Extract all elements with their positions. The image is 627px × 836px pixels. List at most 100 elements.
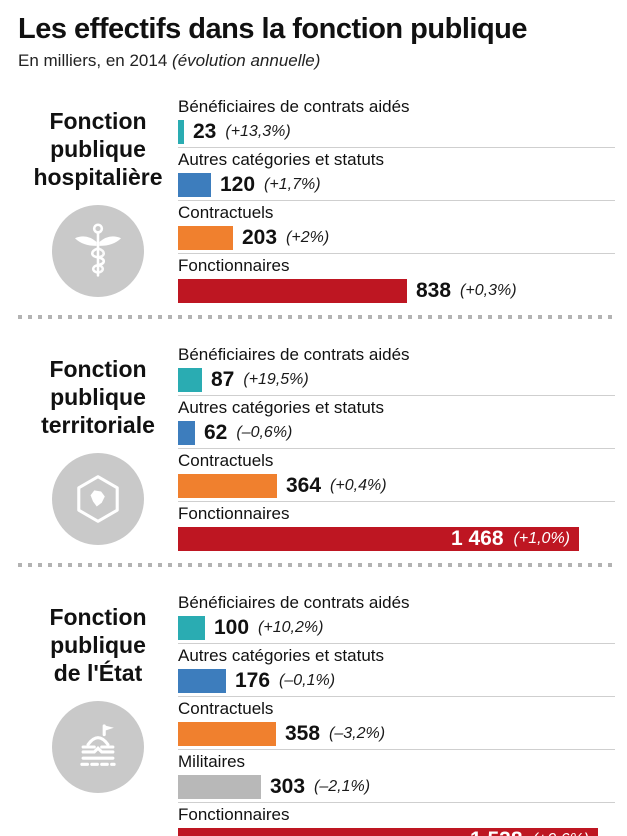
section-title: Fonction publique territoriale [18,355,178,439]
bar [178,119,184,144]
section-etat: Fonction publique de l'État Béné [18,591,617,836]
section-bars: Bénéficiaires de contrats aidés 100 (+10… [178,591,617,836]
bar-value: 838 [416,278,452,302]
bar-line: 23 (+13,3%) [178,119,615,144]
bar-line: 100 (+10,2%) [178,615,615,640]
bar-line: 364 (+0,4%) [178,473,615,498]
bar-row: Autres catégories et statuts 176 (–0,1%) [178,644,615,697]
bar-line: 176 (–0,1%) [178,668,615,693]
bar-row: Fonctionnaires 838 (+0,3%) [178,254,615,306]
bar-evolution: (+1,0%) [513,529,570,547]
bar-value: 1 468 [450,526,504,550]
bar-evolution: (+0,3%) [460,281,517,299]
section-territoriale: Fonction publique territoriale Bénéficia… [18,343,617,554]
bar-evolution: (+1,7%) [264,175,321,193]
bar-row: Contractuels 203 (+2%) [178,201,615,254]
section-header: Fonction publique de l'État [18,591,178,836]
bar-line: 1 468 (+1,0%) [178,526,615,551]
bar-row: Bénéficiaires de contrats aidés 87 (+19,… [178,343,615,396]
category-label: Autres catégories et statuts [178,398,384,417]
section-header: Fonction publique hospitalière [18,95,178,306]
bar [178,774,261,799]
section-title: Fonction publique de l'État [18,603,178,687]
bar [178,615,205,640]
bar-row: Fonctionnaires 1 538 (+0,6%) [178,803,615,836]
bar-row: Militaires 303 (–2,1%) [178,750,615,803]
bar-value: 87 [211,367,235,391]
bar-line: 303 (–2,1%) [178,774,615,799]
bar-value: 62 [204,420,228,444]
bar-row: Contractuels 364 (+0,4%) [178,449,615,502]
bar-value: 1 538 [470,828,523,836]
subtitle-note: (évolution annuelle) [172,51,321,70]
bar-evolution: (+19,5%) [243,370,309,388]
bar-row: Fonctionnaires 1 468 (+1,0%) [178,502,615,554]
page-title: Les effectifs dans la fonction publique [18,13,528,45]
category-label: Contractuels [178,451,274,470]
bar [178,668,226,693]
category-label: Contractuels [178,203,274,222]
bar-value: 364 [286,473,322,497]
category-label: Contractuels [178,699,274,718]
page-subtitle: En milliers, en 2014 (évolution annuelle… [18,51,617,71]
bar-line: 203 (+2%) [178,225,615,250]
section-bars: Bénéficiaires de contrats aidés 87 (+19,… [178,343,617,554]
section-title: Fonction publique hospitalière [18,107,178,191]
category-label: Bénéficiaires de contrats aidés [178,593,410,612]
dotted-separator [18,315,617,319]
category-label: Militaires [178,752,246,771]
category-label: Fonctionnaires [178,805,290,824]
bar-value: 203 [242,225,278,249]
bar [178,367,202,392]
section-title-line: territoriale [41,412,155,438]
category-label: Fonctionnaires [178,256,290,275]
section-title-line: publique [50,632,146,658]
bar-row: Bénéficiaires de contrats aidés 100 (+10… [178,591,615,644]
section-title-line: de l'État [53,660,143,686]
bar-line: 62 (–0,6%) [178,420,615,445]
bar-line: 1 538 (+0,6%) [178,827,615,836]
bar [178,721,276,746]
dotted-separator [18,563,617,567]
category-label: Fonctionnaires [178,504,290,523]
section-header: Fonction publique territoriale [18,343,178,554]
bar-evolution: (–3,2%) [329,724,386,742]
bar-value: 358 [285,721,321,745]
bar-row: Autres catégories et statuts 120 (+1,7%) [178,148,615,201]
bar-evolution: (–0,1%) [279,671,336,689]
caduceus-icon [52,205,144,297]
bar-line: 120 (+1,7%) [178,172,615,197]
bar-evolution: (+13,3%) [225,122,291,140]
bar [178,278,407,303]
category-label: Autres catégories et statuts [178,150,384,169]
bar [178,225,233,250]
bar-value: 23 [193,119,217,143]
category-label: Bénéficiaires de contrats aidés [178,345,410,364]
section-title-line: Fonction [49,604,147,630]
bar-value: 176 [235,668,271,692]
subtitle-unit: En milliers, en 2014 [18,51,173,70]
bar [178,420,195,445]
category-label: Bénéficiaires de contrats aidés [178,97,410,116]
section-title-line: Fonction [49,356,147,382]
bar-evolution: (+2%) [286,228,330,246]
bar-evolution: (–2,1%) [314,777,371,795]
bar [178,172,211,197]
bar-evolution: (+0,6%) [533,831,589,836]
bar [178,473,277,498]
bar: 1 468 (+1,0%) [178,526,579,551]
section-title-line: publique [50,136,146,162]
section-title-line: Fonction [49,108,147,134]
bar-evolution: (+10,2%) [258,618,324,636]
bar-evolution: (–0,6%) [236,423,293,441]
bar-line: 87 (+19,5%) [178,367,615,392]
category-label: Autres catégories et statuts [178,646,384,665]
hexagon-france-icon [52,453,144,545]
bar-value: 303 [270,774,306,798]
bar-row: Contractuels 358 (–3,2%) [178,697,615,750]
section-title-line: publique [50,384,146,410]
section-bars: Bénéficiaires de contrats aidés 23 (+13,… [178,95,617,306]
bar-value: 100 [214,615,250,639]
section-title-line: hospitalière [33,164,163,190]
